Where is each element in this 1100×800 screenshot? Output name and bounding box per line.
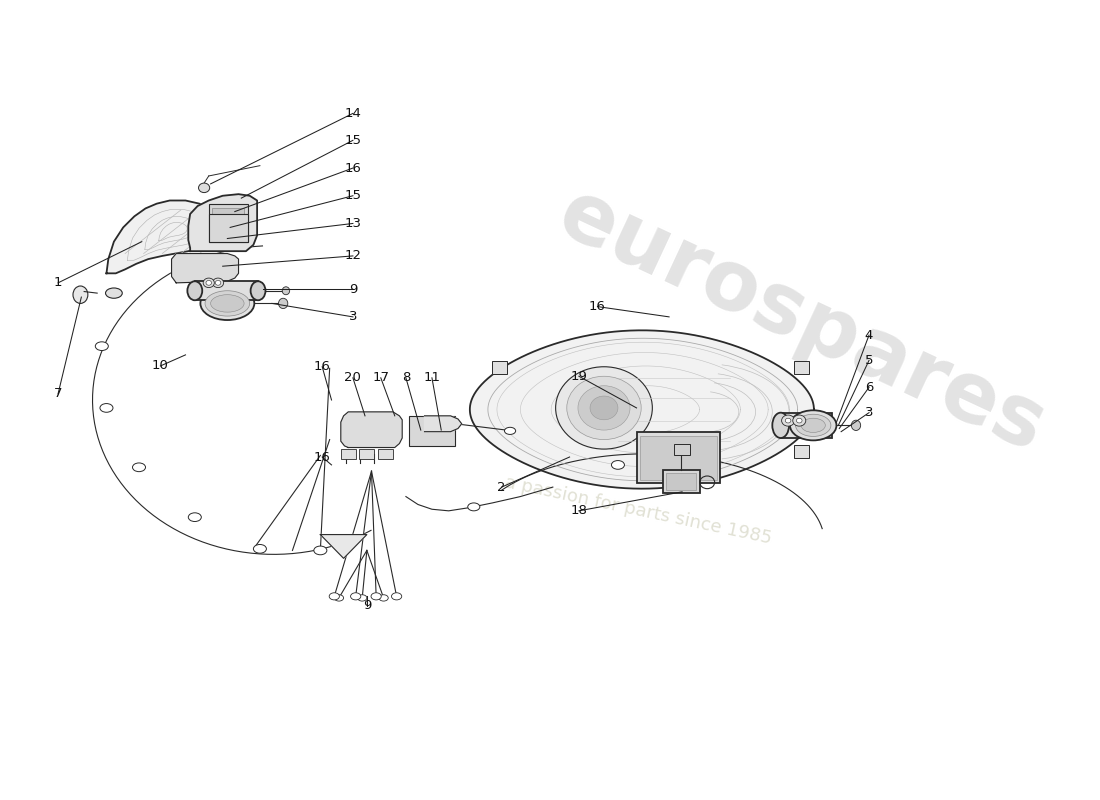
Text: a passion for parts since 1985: a passion for parts since 1985 bbox=[503, 474, 773, 548]
Text: 16: 16 bbox=[314, 360, 331, 374]
Polygon shape bbox=[470, 330, 814, 489]
Circle shape bbox=[793, 415, 806, 426]
Circle shape bbox=[556, 366, 652, 449]
Polygon shape bbox=[188, 194, 257, 251]
Ellipse shape bbox=[188, 513, 201, 522]
Circle shape bbox=[590, 396, 618, 420]
Circle shape bbox=[785, 418, 791, 423]
Ellipse shape bbox=[801, 418, 825, 433]
Text: 18: 18 bbox=[571, 504, 587, 518]
Bar bbox=[341, 449, 355, 458]
Bar bbox=[195, 282, 258, 300]
Text: 8: 8 bbox=[402, 371, 410, 384]
Polygon shape bbox=[425, 416, 462, 432]
Text: 19: 19 bbox=[571, 370, 587, 382]
Ellipse shape bbox=[392, 593, 402, 600]
Text: 15: 15 bbox=[344, 134, 362, 147]
Ellipse shape bbox=[251, 282, 265, 300]
Text: 6: 6 bbox=[865, 381, 873, 394]
Ellipse shape bbox=[314, 546, 327, 554]
Text: 9: 9 bbox=[363, 599, 371, 612]
Ellipse shape bbox=[187, 282, 202, 300]
Text: eurospares: eurospares bbox=[546, 173, 1058, 469]
Ellipse shape bbox=[378, 594, 388, 601]
Ellipse shape bbox=[100, 403, 113, 412]
Bar bbox=[662, 470, 700, 494]
Ellipse shape bbox=[329, 593, 340, 600]
Bar bbox=[667, 473, 696, 490]
Bar bbox=[673, 444, 691, 455]
Ellipse shape bbox=[351, 593, 361, 600]
Ellipse shape bbox=[371, 593, 382, 600]
Ellipse shape bbox=[200, 286, 254, 320]
Bar bbox=[212, 209, 244, 238]
Text: 10: 10 bbox=[152, 359, 168, 373]
Circle shape bbox=[206, 281, 211, 286]
Bar bbox=[209, 214, 248, 242]
Ellipse shape bbox=[106, 288, 122, 298]
Ellipse shape bbox=[505, 427, 516, 434]
Circle shape bbox=[216, 281, 221, 286]
Text: 3: 3 bbox=[349, 310, 358, 323]
Ellipse shape bbox=[205, 290, 250, 316]
Text: 9: 9 bbox=[349, 282, 358, 296]
Circle shape bbox=[782, 415, 794, 426]
Text: 2: 2 bbox=[497, 481, 506, 494]
Ellipse shape bbox=[334, 594, 343, 601]
Bar bbox=[409, 416, 455, 446]
Ellipse shape bbox=[283, 286, 289, 294]
Polygon shape bbox=[341, 412, 403, 447]
Circle shape bbox=[204, 278, 214, 287]
Circle shape bbox=[578, 386, 630, 430]
Ellipse shape bbox=[96, 342, 108, 350]
Circle shape bbox=[566, 376, 641, 439]
Bar bbox=[378, 449, 393, 458]
Ellipse shape bbox=[210, 294, 244, 312]
Ellipse shape bbox=[795, 414, 830, 437]
Text: 16: 16 bbox=[588, 300, 606, 313]
Text: 14: 14 bbox=[344, 107, 361, 120]
Text: 3: 3 bbox=[865, 406, 873, 419]
Ellipse shape bbox=[851, 420, 860, 430]
Ellipse shape bbox=[73, 286, 88, 303]
Text: 7: 7 bbox=[54, 387, 63, 400]
Text: 17: 17 bbox=[372, 371, 389, 384]
Circle shape bbox=[212, 278, 223, 287]
Bar bbox=[781, 413, 832, 438]
Ellipse shape bbox=[278, 298, 288, 309]
Ellipse shape bbox=[468, 503, 480, 511]
Bar bbox=[794, 446, 808, 458]
Text: 1: 1 bbox=[54, 276, 63, 290]
Circle shape bbox=[198, 183, 210, 193]
Text: 11: 11 bbox=[424, 371, 440, 384]
Text: 12: 12 bbox=[344, 250, 362, 262]
Bar bbox=[493, 361, 507, 374]
Bar bbox=[360, 449, 374, 458]
Ellipse shape bbox=[790, 410, 836, 440]
Ellipse shape bbox=[253, 545, 266, 553]
Bar bbox=[637, 432, 720, 483]
Text: 16: 16 bbox=[314, 450, 331, 463]
Ellipse shape bbox=[772, 413, 789, 438]
Ellipse shape bbox=[132, 463, 145, 472]
Ellipse shape bbox=[612, 461, 625, 470]
Polygon shape bbox=[172, 254, 239, 283]
Text: 15: 15 bbox=[344, 190, 362, 202]
Polygon shape bbox=[320, 534, 366, 558]
Ellipse shape bbox=[358, 594, 366, 601]
Text: 4: 4 bbox=[865, 329, 873, 342]
Circle shape bbox=[796, 418, 802, 423]
Bar bbox=[209, 204, 248, 242]
Bar bbox=[794, 361, 808, 374]
Text: 13: 13 bbox=[344, 217, 362, 230]
Text: 16: 16 bbox=[344, 162, 361, 174]
Text: 20: 20 bbox=[344, 371, 361, 384]
Text: 5: 5 bbox=[865, 354, 873, 367]
Polygon shape bbox=[107, 201, 220, 274]
Bar bbox=[640, 437, 716, 480]
